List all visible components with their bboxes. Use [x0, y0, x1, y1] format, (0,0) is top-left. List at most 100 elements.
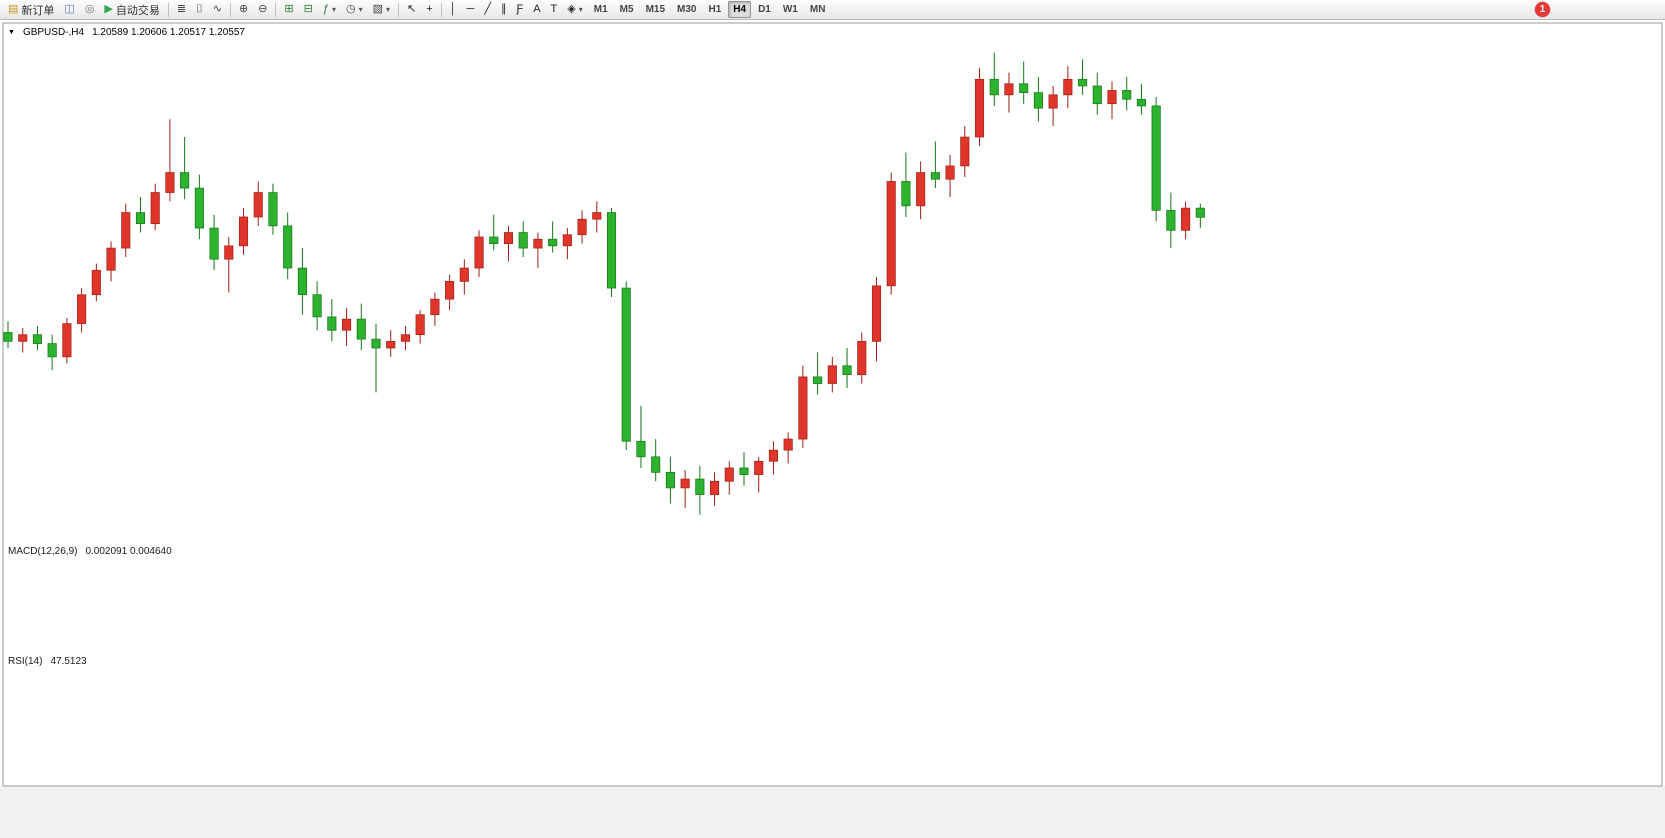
- zoom-out-button[interactable]: ⊖: [254, 1, 271, 19]
- candle-body: [209, 227, 219, 260]
- arrows-button[interactable]: ◈ ▾: [563, 1, 586, 19]
- candle-body: [930, 172, 940, 180]
- timeframe-m30-button[interactable]: M30: [677, 4, 697, 15]
- timeframe-toolbar: M1 M5 M15 M30 H1 H4 D1 W1 MN: [588, 0, 832, 20]
- timeframe-m15-button[interactable]: M15: [645, 4, 666, 15]
- timeframe-m1-button[interactable]: M1: [593, 4, 608, 15]
- candle-body: [562, 234, 572, 247]
- candle-body: [651, 456, 661, 473]
- refresh-button[interactable]: ◎: [81, 1, 99, 19]
- candle-body: [798, 376, 808, 440]
- crosshair-button[interactable]: +: [422, 1, 436, 19]
- bar-chart-button[interactable]: ≣: [173, 1, 190, 19]
- timeframe-d1-button[interactable]: D1: [758, 4, 771, 15]
- candle-body: [459, 267, 469, 282]
- candle-body: [636, 440, 646, 458]
- charts-window-button[interactable]: ◫: [60, 1, 78, 19]
- candle-body: [1136, 98, 1146, 107]
- candlestick-series: [3, 52, 1205, 515]
- indicators-button[interactable]: ƒ ▾: [319, 1, 340, 19]
- dropdown-arrow-icon[interactable]: ▾: [358, 5, 363, 14]
- candle-body: [621, 287, 631, 442]
- toolbar-separator: [398, 2, 399, 17]
- candle-body: [960, 136, 970, 167]
- notification-badge[interactable]: 1: [1535, 2, 1550, 17]
- candle-body: [253, 192, 263, 218]
- candle-body: [430, 298, 440, 316]
- arrows-icon: ◈: [567, 3, 576, 15]
- new-order-button-label: 新订单: [21, 4, 55, 17]
- new-order-button[interactable]: ▤ 新订单: [4, 1, 58, 19]
- trendline-icon: ╱: [484, 3, 491, 15]
- candle-body: [165, 172, 175, 193]
- symbol-marker-icon: ▼: [8, 29, 15, 36]
- text-button[interactable]: A: [529, 1, 544, 19]
- timeframe-h1-button[interactable]: H1: [708, 4, 722, 15]
- candle-body: [268, 192, 278, 227]
- main-toolbar: ▤ 新订单 ◫ ◎ ▶ 自动交易 ≣ ⌷ ∿ ⊕ ⊖ ⊞ ⊟ ƒ ▾ ◷ ▾ ▨ ▾ ↖ + │ ─ ╱ ∥ Ƒ A T ◈ ▾ M1 M5…: [0, 0, 1665, 20]
- cursor-button[interactable]: ↖: [403, 1, 420, 19]
- toolbar-separator: [275, 2, 277, 17]
- candle-body: [400, 334, 410, 342]
- periods-button[interactable]: ◷ ▾: [342, 1, 367, 19]
- auto-trading-button[interactable]: ▶ 自动交易: [100, 1, 163, 19]
- candle-body: [489, 236, 499, 244]
- candle-body: [989, 78, 999, 96]
- equidistant-channel-icon: ∥: [500, 3, 507, 15]
- candle-body: [827, 365, 837, 384]
- line-chart-button[interactable]: ∿: [209, 1, 226, 19]
- candle-body: [739, 467, 749, 475]
- candle-body: [415, 314, 425, 336]
- chart-ohlc-values: 1.20589 1.20606 1.20517 1.20557: [92, 27, 245, 38]
- timeframe-h4-button[interactable]: H4: [728, 1, 752, 18]
- candle-body: [871, 285, 882, 342]
- candle-body: [47, 343, 57, 358]
- candlestick-chart-button[interactable]: ⌷: [192, 1, 207, 19]
- fibonacci-icon: Ƒ: [516, 3, 524, 15]
- toolbar-separator: [229, 2, 231, 17]
- vertical-line-button[interactable]: │: [446, 1, 461, 19]
- candle-body: [121, 212, 131, 249]
- candle-body: [503, 232, 514, 244]
- tile-windows-button[interactable]: ⊞: [280, 1, 297, 19]
- candle-body: [592, 212, 602, 220]
- auto-trading-button-label: 自动交易: [115, 4, 160, 17]
- timeframe-w1-button[interactable]: W1: [782, 4, 798, 15]
- chart-canvas[interactable]: [0, 20, 1665, 838]
- candle-body: [1019, 83, 1029, 93]
- candle-body: [1033, 92, 1043, 109]
- candle-body: [1166, 209, 1176, 231]
- toolbar-separator: [440, 2, 442, 17]
- candle-body: [312, 294, 322, 318]
- cascade-windows-button[interactable]: ⊟: [300, 1, 317, 19]
- chart-window-border: [2, 22, 1663, 787]
- candle-body: [18, 334, 28, 342]
- bottom-strip: [0, 786, 1665, 838]
- candle-body: [106, 247, 116, 271]
- candle-body: [91, 269, 101, 296]
- candle-body: [238, 216, 249, 247]
- dropdown-arrow-icon[interactable]: ▾: [385, 5, 390, 14]
- timeframe-mn-button[interactable]: MN: [809, 4, 826, 15]
- timeframe-m5-button[interactable]: M5: [619, 4, 634, 15]
- toolbar-buttons-group: ▤ 新订单 ◫ ◎ ▶ 自动交易 ≣ ⌷ ∿ ⊕ ⊖ ⊞ ⊟ ƒ ▾ ◷ ▾ ▨ ▾ ↖ + │ ─ ╱ ∥ Ƒ A T ◈ ▾: [3, 0, 588, 20]
- dropdown-arrow-icon[interactable]: ▾: [578, 5, 583, 14]
- candle-body: [1048, 94, 1058, 109]
- candle-body: [32, 334, 42, 344]
- text-label-button[interactable]: T: [547, 1, 562, 19]
- candle-body: [283, 225, 293, 269]
- tile-windows-icon: ⊞: [284, 3, 294, 15]
- candle-body: [445, 281, 455, 300]
- macd-indicator-values: 0.002091 0.004640: [85, 546, 172, 557]
- fibonacci-button[interactable]: Ƒ: [512, 1, 527, 19]
- candle-body: [813, 376, 823, 384]
- dropdown-arrow-icon[interactable]: ▾: [331, 5, 336, 14]
- equidistant-channel-button[interactable]: ∥: [497, 1, 511, 19]
- horizontal-line-button[interactable]: ─: [463, 1, 479, 19]
- candle-body: [1195, 207, 1205, 218]
- templates-button[interactable]: ▨ ▾: [369, 1, 394, 19]
- candle-body: [1004, 83, 1014, 96]
- candle-body: [842, 365, 852, 376]
- trendline-button[interactable]: ╱: [480, 1, 495, 19]
- zoom-in-button[interactable]: ⊕: [235, 1, 252, 19]
